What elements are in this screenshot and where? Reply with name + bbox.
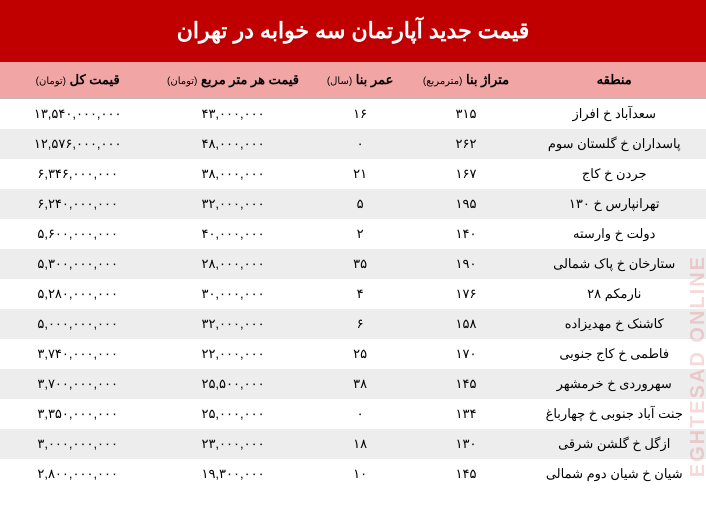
col-unit: (سال) bbox=[327, 76, 352, 87]
cell-area: ۱۶۷ bbox=[410, 159, 523, 189]
table-row: سهروردی خ خرمشهر۱۴۵۳۸۲۵,۵۰۰,۰۰۰۳,۷۰۰,۰۰۰… bbox=[0, 369, 706, 399]
col-unit: (تومان) bbox=[36, 76, 66, 87]
col-header-region: منطقه bbox=[522, 62, 706, 99]
cell-area: ۱۷۰ bbox=[410, 339, 523, 369]
table-row: جردن خ کاج۱۶۷۲۱۳۸,۰۰۰,۰۰۰۶,۳۴۶,۰۰۰,۰۰۰ bbox=[0, 159, 706, 189]
cell-total: ۳,۷۴۰,۰۰۰,۰۰۰ bbox=[0, 339, 155, 369]
table-row: ازگل خ گلشن شرقی۱۳۰۱۸۲۳,۰۰۰,۰۰۰۳,۰۰۰,۰۰۰… bbox=[0, 429, 706, 459]
col-unit: (تومان) bbox=[167, 76, 197, 87]
table-row: جنت آباد جنوبی خ چهارباغ۱۳۴۰۲۵,۰۰۰,۰۰۰۳,… bbox=[0, 399, 706, 429]
cell-area: ۱۹۵ bbox=[410, 189, 523, 219]
cell-ppm: ۲۲,۰۰۰,۰۰۰ bbox=[155, 339, 310, 369]
col-label: منطقه bbox=[597, 72, 632, 87]
col-label: متراژ بنا bbox=[466, 72, 509, 87]
cell-ppm: ۳۲,۰۰۰,۰۰۰ bbox=[155, 189, 310, 219]
cell-ppm: ۳۲,۰۰۰,۰۰۰ bbox=[155, 309, 310, 339]
table-row: تهرانپارس خ ۱۳۰۱۹۵۵۳۲,۰۰۰,۰۰۰۶,۲۴۰,۰۰۰,۰… bbox=[0, 189, 706, 219]
cell-age: ۲۱ bbox=[311, 159, 410, 189]
col-label: قیمت کل bbox=[70, 72, 120, 87]
cell-age: ۱۶ bbox=[311, 99, 410, 130]
cell-age: ۴ bbox=[311, 279, 410, 309]
cell-total: ۲,۸۰۰,۰۰۰,۰۰۰ bbox=[0, 459, 155, 489]
cell-area: ۱۴۰ bbox=[410, 219, 523, 249]
cell-region: نارمکم ۲۸ bbox=[522, 279, 706, 309]
cell-total: ۶,۲۴۰,۰۰۰,۰۰۰ bbox=[0, 189, 155, 219]
cell-region: دولت خ وارسته bbox=[522, 219, 706, 249]
col-header-total: قیمت کل (تومان) bbox=[0, 62, 155, 99]
cell-age: ۲۵ bbox=[311, 339, 410, 369]
table-row: ستارخان خ پاک شمالی۱۹۰۳۵۲۸,۰۰۰,۰۰۰۵,۳۰۰,… bbox=[0, 249, 706, 279]
cell-age: ۲ bbox=[311, 219, 410, 249]
cell-age: ۱۸ bbox=[311, 429, 410, 459]
cell-area: ۱۴۵ bbox=[410, 459, 523, 489]
cell-age: ۰ bbox=[311, 399, 410, 429]
table-row: شیان خ شیان دوم شمالی۱۴۵۱۰۱۹,۳۰۰,۰۰۰۲,۸۰… bbox=[0, 459, 706, 489]
table-row: کاشنک خ مهدیزاده۱۵۸۶۳۲,۰۰۰,۰۰۰۵,۰۰۰,۰۰۰,… bbox=[0, 309, 706, 339]
cell-total: ۱۳,۵۴۰,۰۰۰,۰۰۰ bbox=[0, 99, 155, 130]
col-header-ppm: قیمت هر متر مربع (تومان) bbox=[155, 62, 310, 99]
cell-ppm: ۱۹,۳۰۰,۰۰۰ bbox=[155, 459, 310, 489]
cell-total: ۳,۳۵۰,۰۰۰,۰۰۰ bbox=[0, 399, 155, 429]
cell-age: ۰ bbox=[311, 129, 410, 159]
cell-region: سهروردی خ خرمشهر bbox=[522, 369, 706, 399]
cell-total: ۶,۳۴۶,۰۰۰,۰۰۰ bbox=[0, 159, 155, 189]
cell-region: سعدآباد خ افراز bbox=[522, 99, 706, 130]
table-header: منطقهمتراژ بنا (مترمربع)عمر بنا (سال)قیم… bbox=[0, 62, 706, 99]
table-row: سعدآباد خ افراز۳۱۵۱۶۴۳,۰۰۰,۰۰۰۱۳,۵۴۰,۰۰۰… bbox=[0, 99, 706, 130]
cell-ppm: ۴۰,۰۰۰,۰۰۰ bbox=[155, 219, 310, 249]
price-table: منطقهمتراژ بنا (مترمربع)عمر بنا (سال)قیم… bbox=[0, 62, 706, 489]
table-row: دولت خ وارسته۱۴۰۲۴۰,۰۰۰,۰۰۰۵,۶۰۰,۰۰۰,۰۰۰ bbox=[0, 219, 706, 249]
cell-total: ۵,۳۰۰,۰۰۰,۰۰۰ bbox=[0, 249, 155, 279]
cell-total: ۱۲,۵۷۶,۰۰۰,۰۰۰ bbox=[0, 129, 155, 159]
cell-region: جنت آباد جنوبی خ چهارباغ bbox=[522, 399, 706, 429]
cell-ppm: ۳۸,۰۰۰,۰۰۰ bbox=[155, 159, 310, 189]
cell-age: ۳۵ bbox=[311, 249, 410, 279]
cell-area: ۱۳۰ bbox=[410, 429, 523, 459]
cell-region: جردن خ کاج bbox=[522, 159, 706, 189]
cell-ppm: ۲۵,۰۰۰,۰۰۰ bbox=[155, 399, 310, 429]
cell-age: ۵ bbox=[311, 189, 410, 219]
cell-ppm: ۲۵,۵۰۰,۰۰۰ bbox=[155, 369, 310, 399]
cell-region: شیان خ شیان دوم شمالی bbox=[522, 459, 706, 489]
cell-ppm: ۳۰,۰۰۰,۰۰۰ bbox=[155, 279, 310, 309]
cell-area: ۱۳۴ bbox=[410, 399, 523, 429]
col-label: عمر بنا bbox=[356, 72, 394, 87]
col-header-age: عمر بنا (سال) bbox=[311, 62, 410, 99]
cell-total: ۳,۷۰۰,۰۰۰,۰۰۰ bbox=[0, 369, 155, 399]
cell-area: ۲۶۲ bbox=[410, 129, 523, 159]
cell-total: ۵,۶۰۰,۰۰۰,۰۰۰ bbox=[0, 219, 155, 249]
cell-region: فاطمی خ کاج جنوبی bbox=[522, 339, 706, 369]
cell-region: پاسداران خ گلستان سوم bbox=[522, 129, 706, 159]
table-row: فاطمی خ کاج جنوبی۱۷۰۲۵۲۲,۰۰۰,۰۰۰۳,۷۴۰,۰۰… bbox=[0, 339, 706, 369]
cell-total: ۵,۰۰۰,۰۰۰,۰۰۰ bbox=[0, 309, 155, 339]
cell-age: ۶ bbox=[311, 309, 410, 339]
table-row: نارمکم ۲۸۱۷۶۴۳۰,۰۰۰,۰۰۰۵,۲۸۰,۰۰۰,۰۰۰ bbox=[0, 279, 706, 309]
cell-ppm: ۲۳,۰۰۰,۰۰۰ bbox=[155, 429, 310, 459]
cell-area: ۱۹۰ bbox=[410, 249, 523, 279]
cell-area: ۱۴۵ bbox=[410, 369, 523, 399]
cell-total: ۵,۲۸۰,۰۰۰,۰۰۰ bbox=[0, 279, 155, 309]
cell-area: ۳۱۵ bbox=[410, 99, 523, 130]
cell-region: ستارخان خ پاک شمالی bbox=[522, 249, 706, 279]
cell-age: ۱۰ bbox=[311, 459, 410, 489]
cell-age: ۳۸ bbox=[311, 369, 410, 399]
cell-ppm: ۴۳,۰۰۰,۰۰۰ bbox=[155, 99, 310, 130]
cell-region: ازگل خ گلشن شرقی bbox=[522, 429, 706, 459]
cell-area: ۱۵۸ bbox=[410, 309, 523, 339]
col-unit: (مترمربع) bbox=[423, 76, 463, 87]
cell-area: ۱۷۶ bbox=[410, 279, 523, 309]
cell-ppm: ۲۸,۰۰۰,۰۰۰ bbox=[155, 249, 310, 279]
col-header-area: متراژ بنا (مترمربع) bbox=[410, 62, 523, 99]
cell-total: ۳,۰۰۰,۰۰۰,۰۰۰ bbox=[0, 429, 155, 459]
table-row: پاسداران خ گلستان سوم۲۶۲۰۴۸,۰۰۰,۰۰۰۱۲,۵۷… bbox=[0, 129, 706, 159]
cell-region: تهرانپارس خ ۱۳۰ bbox=[522, 189, 706, 219]
cell-region: کاشنک خ مهدیزاده bbox=[522, 309, 706, 339]
table-body: سعدآباد خ افراز۳۱۵۱۶۴۳,۰۰۰,۰۰۰۱۳,۵۴۰,۰۰۰… bbox=[0, 99, 706, 490]
col-label: قیمت هر متر مربع bbox=[201, 72, 299, 87]
cell-ppm: ۴۸,۰۰۰,۰۰۰ bbox=[155, 129, 310, 159]
page-title: قیمت جدید آپارتمان سه خوابه در تهران bbox=[0, 0, 706, 62]
